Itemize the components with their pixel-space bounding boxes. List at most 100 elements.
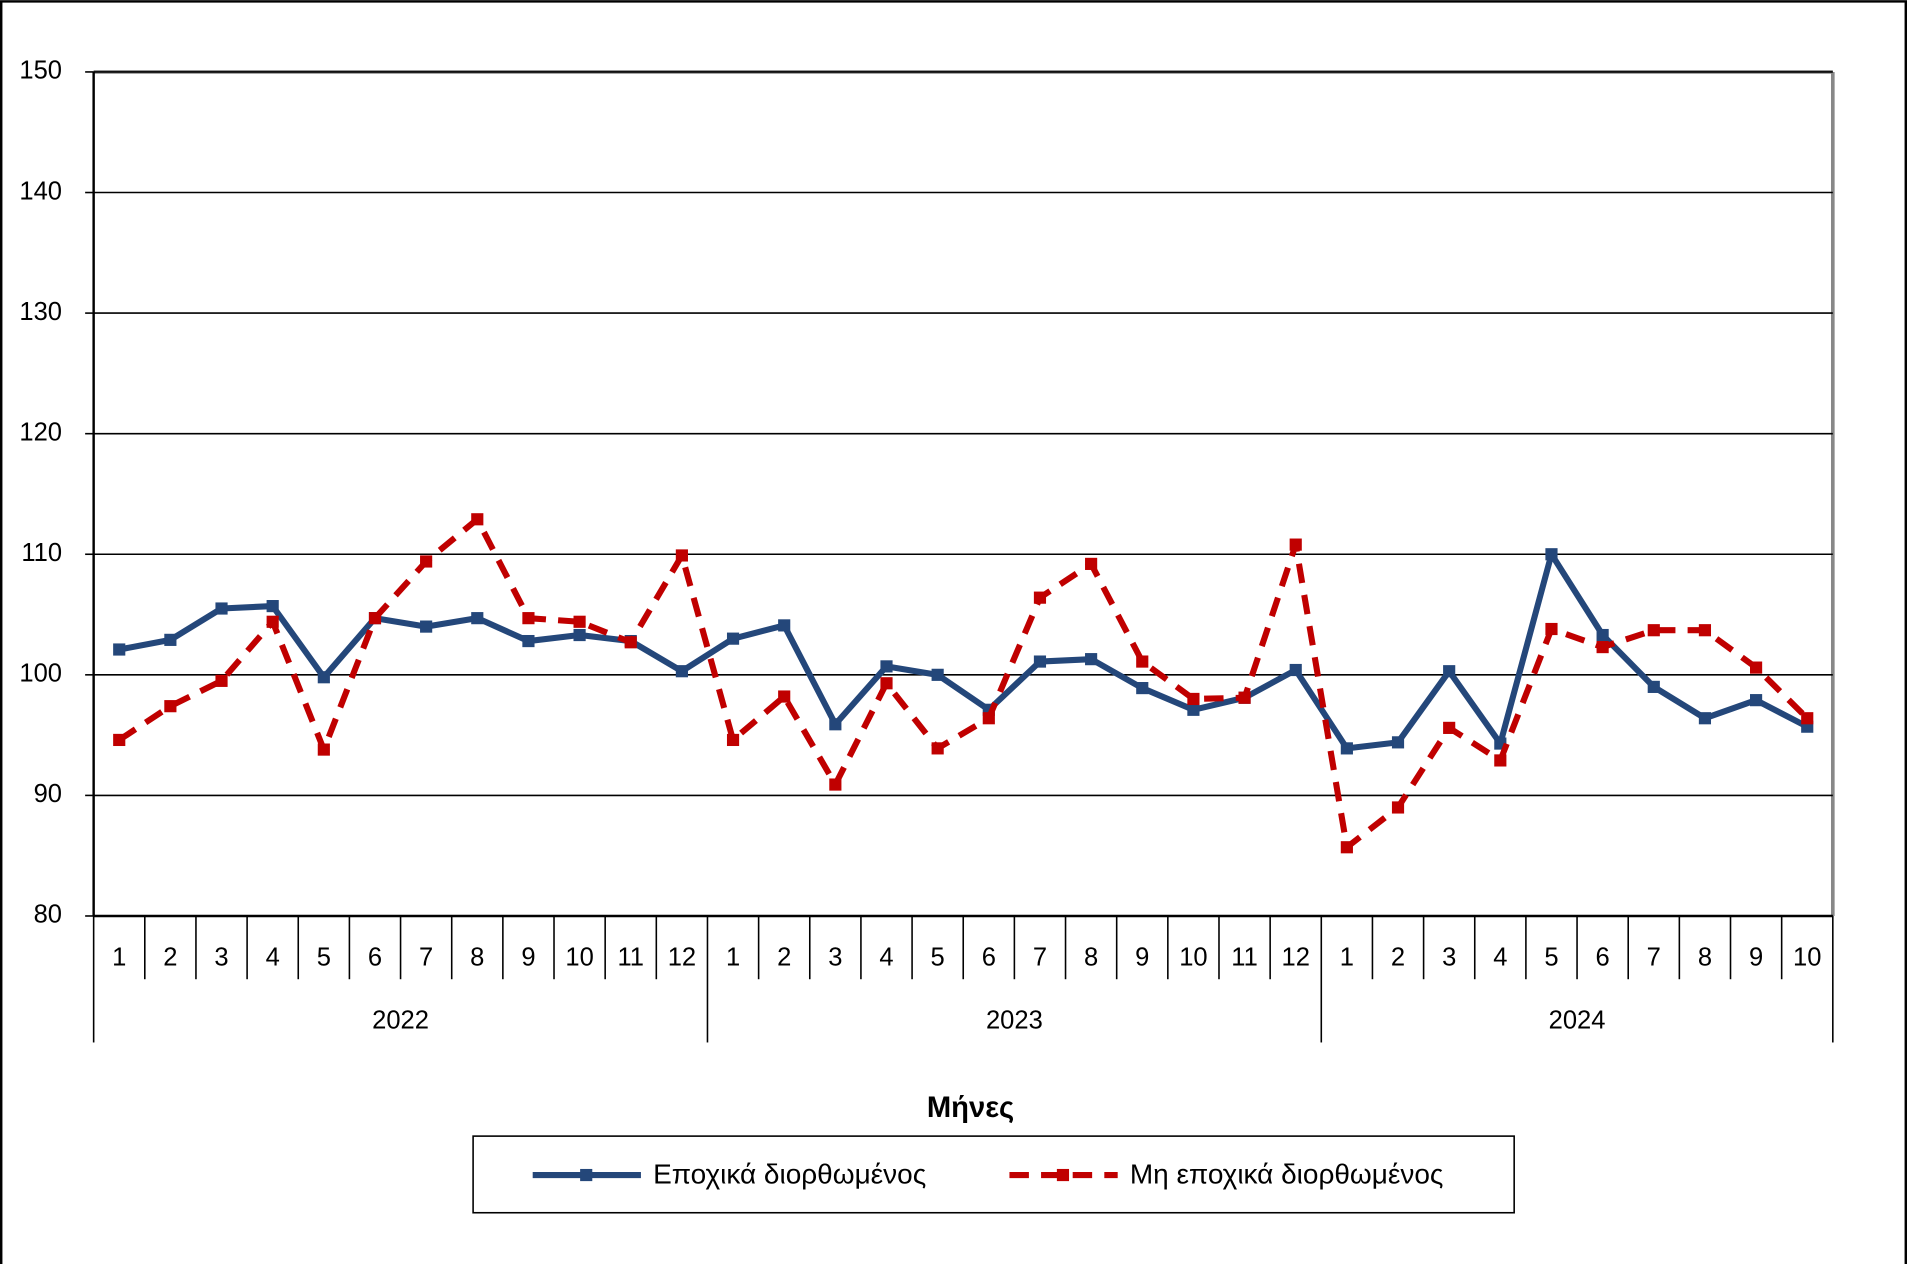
marker <box>675 549 688 562</box>
x-tick-label: 6 <box>368 943 382 971</box>
marker <box>573 615 586 628</box>
marker <box>1698 624 1712 637</box>
marker <box>931 742 944 755</box>
x-tick-label: 4 <box>879 943 893 971</box>
marker <box>1085 653 1098 666</box>
x-tick-label: 7 <box>1647 943 1661 971</box>
marker <box>1187 692 1200 706</box>
marker <box>880 677 893 690</box>
marker <box>1545 548 1558 561</box>
x-tick-label: 4 <box>266 943 280 971</box>
x-tick-label: 9 <box>1749 943 1763 971</box>
x-tick-label: 2 <box>163 943 177 971</box>
marker <box>1136 655 1149 668</box>
series-line <box>118 551 1809 752</box>
x-tick-label: 1 <box>726 943 740 971</box>
x-tick-label: 12 <box>1282 943 1310 971</box>
legend-marker <box>580 1168 593 1182</box>
x-tick-label: 9 <box>1135 943 1149 971</box>
year-label: 2022 <box>372 1007 429 1035</box>
marker <box>1187 703 1200 716</box>
x-tick-label: 3 <box>214 943 228 971</box>
marker <box>113 643 126 656</box>
x-tick-label: 1 <box>1340 943 1354 971</box>
marker <box>1340 841 1353 854</box>
marker <box>164 633 177 646</box>
marker <box>624 636 637 649</box>
y-tick-label: 140 <box>19 177 62 205</box>
marker <box>215 674 228 687</box>
marker <box>778 619 791 632</box>
x-tick-label: 8 <box>1698 943 1712 971</box>
x-tick-label: 4 <box>1493 943 1507 971</box>
x-tick-label: 2 <box>1391 943 1405 971</box>
marker <box>880 660 893 673</box>
marker <box>982 712 995 725</box>
x-tick-label: 8 <box>1084 943 1098 971</box>
marker <box>1391 736 1405 749</box>
marker <box>1647 624 1660 637</box>
year-label: 2024 <box>1549 1007 1606 1035</box>
marker <box>1391 801 1405 814</box>
marker <box>1289 663 1302 677</box>
x-tick-label: 6 <box>1596 943 1610 971</box>
x-tick-label: 7 <box>1033 943 1047 971</box>
marker <box>1033 591 1047 604</box>
marker <box>215 602 228 615</box>
marker <box>522 612 535 625</box>
marker <box>113 733 126 747</box>
x-tick-label: 3 <box>1442 943 1456 971</box>
y-tick-label: 90 <box>34 780 62 808</box>
marker <box>726 632 740 645</box>
marker <box>778 690 791 703</box>
y-tick-label: 110 <box>21 539 62 567</box>
marker <box>420 555 433 568</box>
y-tick-label: 150 <box>19 57 62 85</box>
x-tick-label: 5 <box>931 943 945 971</box>
y-tick-label: 100 <box>19 660 62 688</box>
marker <box>1289 538 1302 551</box>
x-tick-label: 7 <box>419 943 433 971</box>
x-tick-label: 10 <box>1179 943 1207 971</box>
marker <box>1443 721 1456 734</box>
x-tick-label: 5 <box>1544 943 1558 971</box>
marker <box>1750 661 1763 674</box>
marker <box>1545 622 1558 636</box>
marker <box>420 620 433 633</box>
marker <box>1801 712 1814 725</box>
marker <box>522 634 535 648</box>
marker <box>1596 628 1609 642</box>
marker <box>368 612 382 625</box>
x-tick-label: 2 <box>777 943 791 971</box>
marker <box>1698 712 1712 725</box>
legend-label: Μη εποχικά διορθωμένος <box>1130 1159 1444 1190</box>
marker <box>317 671 330 684</box>
x-tick-label: 10 <box>565 943 593 971</box>
marker <box>471 513 484 526</box>
x-tick-label: 9 <box>521 943 535 971</box>
y-tick-label: 80 <box>34 901 62 929</box>
x-axis-label: Μήνες <box>927 1092 1014 1124</box>
marker <box>1085 557 1098 570</box>
y-tick-label: 130 <box>19 298 62 326</box>
legend-marker <box>1056 1168 1070 1182</box>
x-tick-label: 5 <box>317 943 331 971</box>
x-tick-label: 12 <box>668 943 696 971</box>
marker <box>1647 680 1660 693</box>
year-label: 2023 <box>986 1007 1043 1035</box>
marker <box>1033 655 1047 668</box>
series-line <box>117 516 1810 851</box>
marker <box>675 665 688 678</box>
y-tick-label: 120 <box>19 418 62 446</box>
marker <box>266 600 279 613</box>
marker <box>829 778 842 791</box>
marker <box>726 733 740 747</box>
x-tick-label: 3 <box>828 943 842 971</box>
x-tick-label: 11 <box>617 943 644 971</box>
marker <box>164 700 177 713</box>
marker <box>266 615 279 628</box>
marker <box>573 628 586 642</box>
marker <box>1494 754 1507 767</box>
